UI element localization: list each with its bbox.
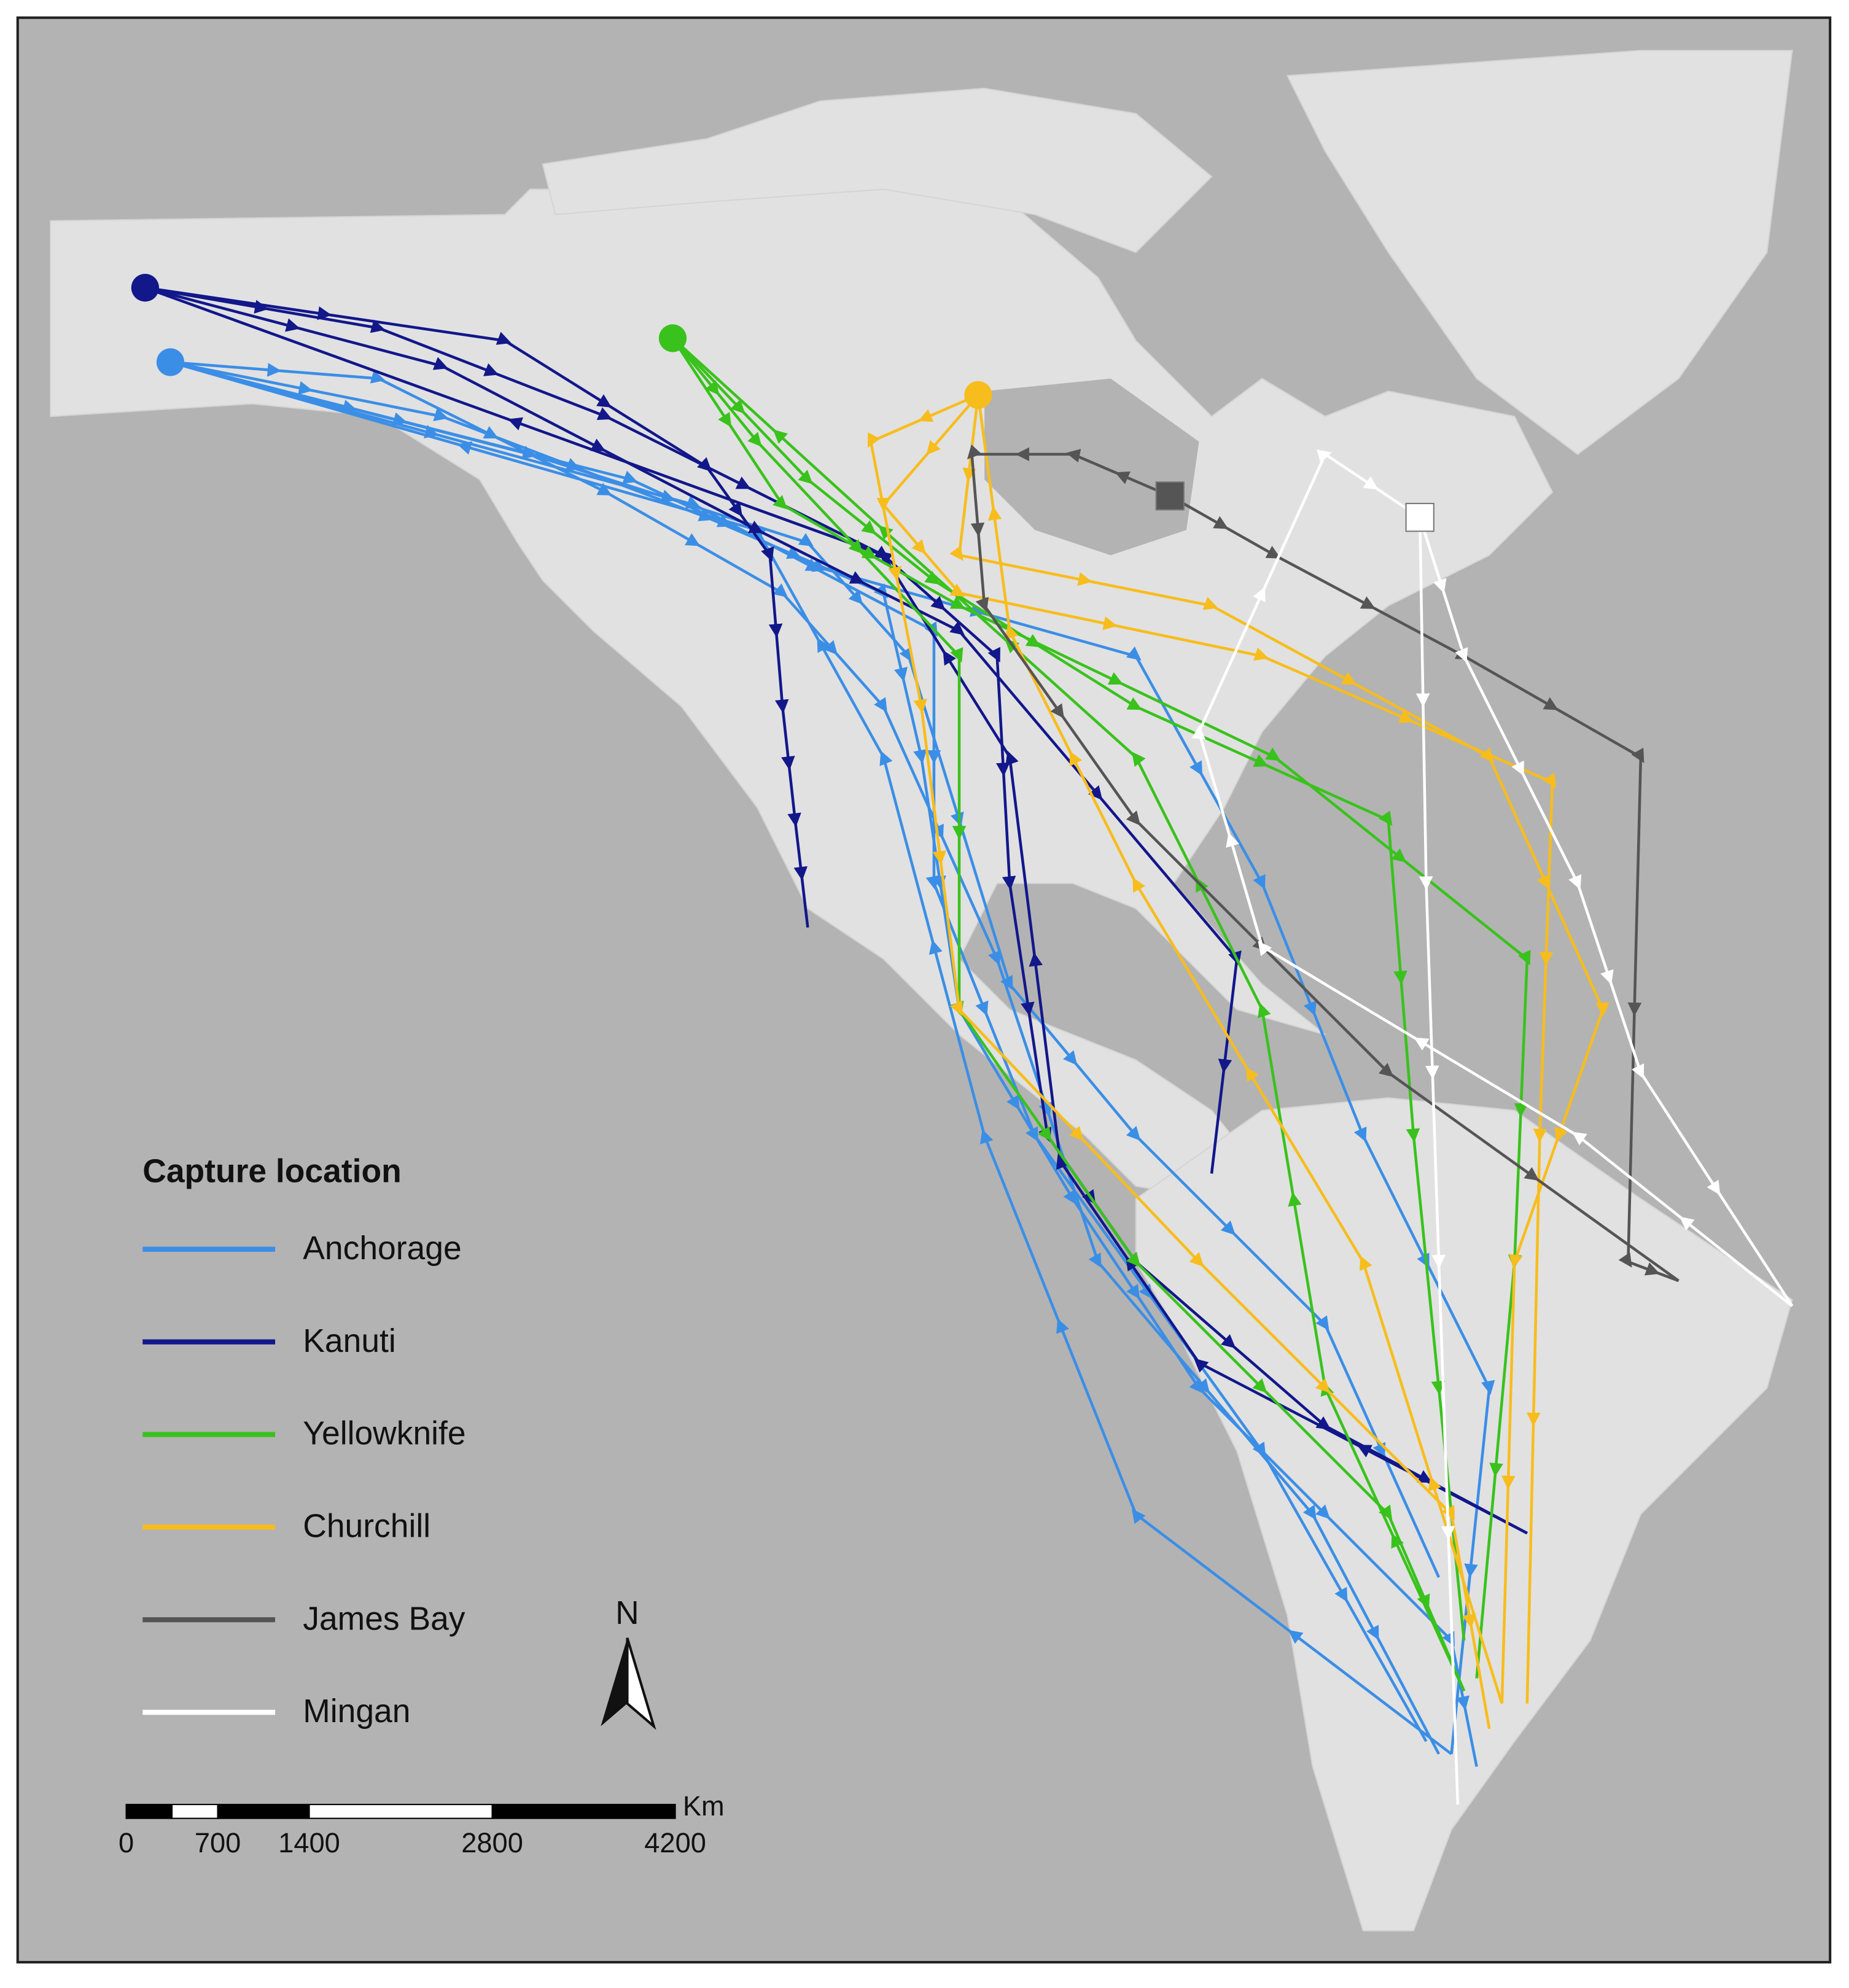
legend-label: Anchorage [303, 1230, 461, 1267]
legend-label: James Bay [303, 1601, 465, 1637]
legend-label: Yellowknife [303, 1416, 465, 1452]
capture-site [658, 324, 687, 352]
north-arrow-right [626, 1637, 656, 1730]
routes [131, 274, 1794, 1805]
scale-tick-label: 0 [119, 1827, 134, 1858]
scale-unit: Km [683, 1790, 725, 1822]
north-label: N [615, 1595, 639, 1631]
capture-site [156, 348, 185, 376]
north-arrow: N [601, 1595, 656, 1730]
legend-label: Churchill [303, 1508, 430, 1544]
legend-title: Capture location [142, 1154, 401, 1190]
scale-segment [217, 1804, 310, 1819]
capture-site [131, 274, 159, 302]
scale-segment [125, 1804, 173, 1819]
capture-site [1155, 481, 1185, 511]
capture-site [1405, 503, 1434, 532]
scale-segment [171, 1804, 219, 1819]
scale-tick-label: 4200 [644, 1827, 706, 1858]
capture-site [964, 381, 992, 409]
north-arrow-left [601, 1637, 628, 1726]
migration-route [1191, 449, 1793, 1308]
scale-segment [491, 1804, 676, 1819]
scale-tick-label: 2800 [461, 1827, 523, 1858]
arctic-islands [542, 87, 1213, 254]
scale-tick-label: 700 [195, 1827, 241, 1858]
scale-segment [308, 1804, 493, 1819]
legend-label: Mingan [303, 1693, 410, 1730]
legend: Capture location Anchorage Kanuti Yellowkn… [142, 1154, 466, 1730]
scale-bar: 0 700 1400 2800 4200 Km [119, 1790, 725, 1858]
greenland [1286, 50, 1793, 456]
legend-label: Kanuti [303, 1323, 395, 1359]
scale-tick-label: 1400 [278, 1827, 340, 1858]
